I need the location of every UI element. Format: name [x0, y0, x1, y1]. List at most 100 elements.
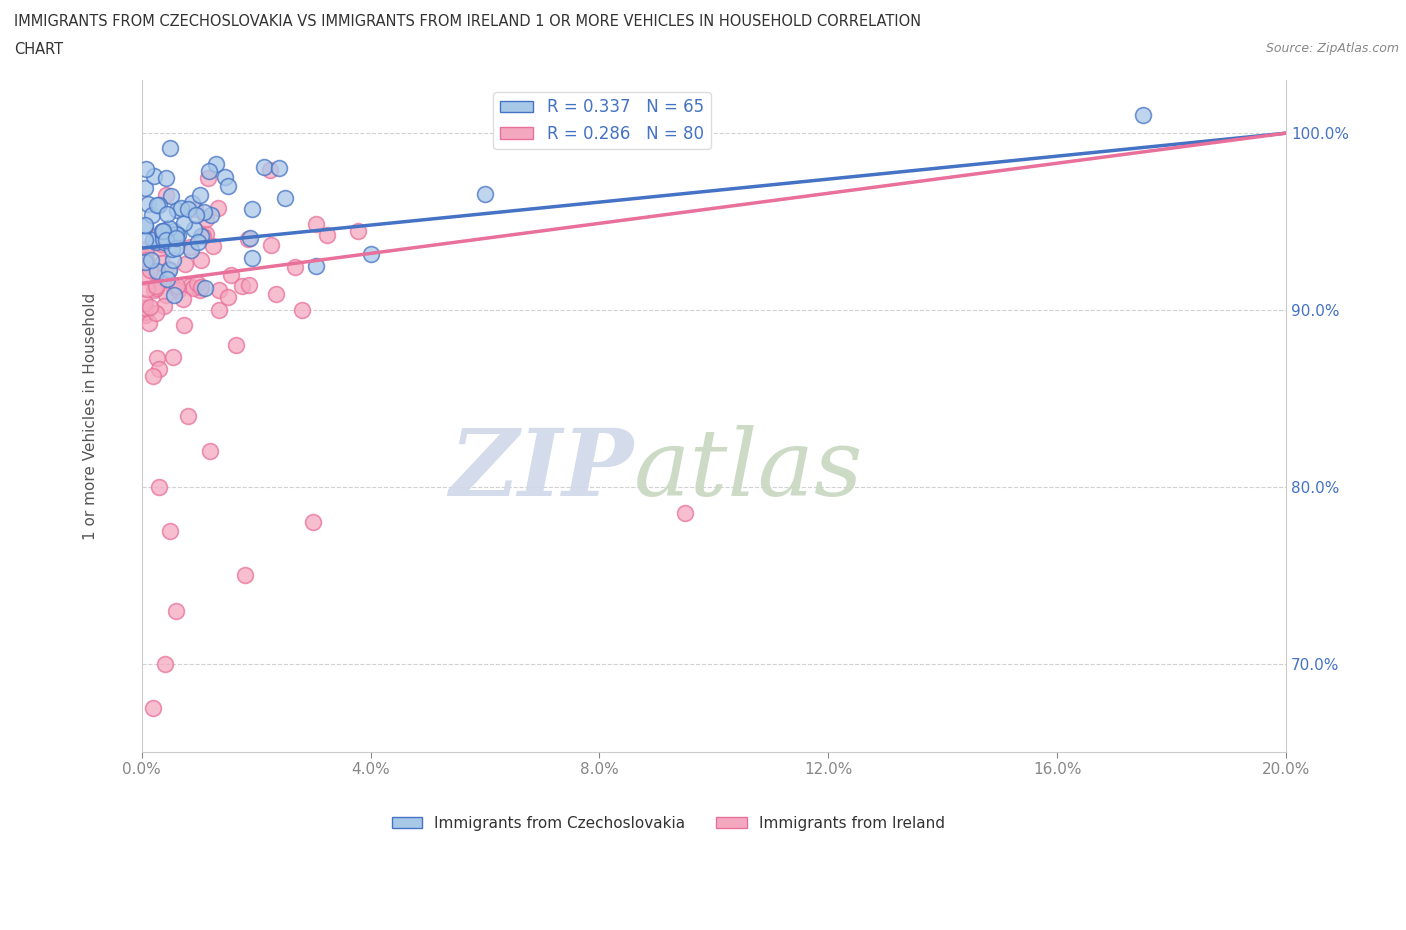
Point — [159, 189, 181, 204]
Point — [165, 231, 187, 246]
Point — [260, 238, 283, 253]
Point — [238, 232, 260, 246]
Point — [142, 700, 165, 715]
Point — [153, 299, 176, 313]
Point — [134, 180, 156, 195]
Point — [134, 246, 156, 261]
Point — [134, 308, 156, 323]
Point — [188, 187, 211, 202]
Point — [197, 171, 219, 186]
Point — [474, 187, 496, 202]
Point — [208, 302, 231, 317]
Point — [194, 226, 217, 241]
Point — [157, 262, 180, 277]
Point — [198, 163, 221, 178]
Point — [138, 196, 160, 211]
Point — [200, 208, 222, 223]
Point — [181, 195, 204, 210]
Point — [145, 281, 167, 296]
Point — [150, 256, 173, 271]
Point — [152, 223, 174, 238]
Point — [165, 240, 187, 255]
Point — [259, 163, 281, 178]
Point — [194, 212, 217, 227]
Point — [150, 224, 173, 239]
Text: CHART: CHART — [14, 42, 63, 57]
Point — [139, 299, 162, 314]
Point — [217, 179, 239, 193]
Point — [142, 232, 165, 247]
Point — [159, 221, 181, 236]
Point — [194, 280, 217, 295]
Point — [231, 279, 253, 294]
Point — [136, 282, 159, 297]
Point — [141, 207, 163, 222]
Point — [240, 250, 263, 265]
Point — [291, 302, 314, 317]
Point — [201, 239, 224, 254]
Point — [145, 306, 167, 321]
Point — [183, 222, 205, 237]
Point — [181, 281, 204, 296]
Point — [152, 228, 174, 243]
Point — [1132, 108, 1154, 123]
Point — [253, 159, 276, 174]
Point — [157, 225, 180, 240]
Point — [205, 156, 228, 171]
Point — [166, 278, 188, 293]
Point — [172, 291, 194, 306]
Point — [267, 160, 290, 175]
Point — [134, 218, 156, 232]
Point — [139, 262, 162, 277]
Point — [155, 170, 177, 185]
Point — [225, 338, 247, 352]
Text: IMMIGRANTS FROM CZECHOSLOVAKIA VS IMMIGRANTS FROM IRELAND 1 OR MORE VEHICLES IN : IMMIGRANTS FROM CZECHOSLOVAKIA VS IMMIGR… — [14, 14, 921, 29]
Point — [240, 202, 263, 217]
Point — [146, 264, 169, 279]
Point — [214, 170, 236, 185]
Point — [135, 253, 157, 268]
Point — [145, 198, 167, 213]
Point — [174, 257, 197, 272]
Point — [138, 316, 160, 331]
Text: Source: ZipAtlas.com: Source: ZipAtlas.com — [1265, 42, 1399, 55]
Point — [264, 286, 287, 301]
Point — [167, 282, 190, 297]
Point — [145, 279, 167, 294]
Point — [146, 351, 169, 365]
Point — [162, 350, 184, 365]
Point — [166, 202, 188, 217]
Point — [200, 444, 222, 458]
Point — [165, 228, 187, 243]
Point — [176, 408, 198, 423]
Point — [159, 524, 181, 538]
Point — [135, 162, 157, 177]
Point — [153, 224, 176, 239]
Point — [190, 279, 212, 294]
Point — [274, 191, 297, 206]
Point — [157, 262, 180, 277]
Point — [135, 242, 157, 257]
Point — [208, 283, 231, 298]
Point — [673, 506, 696, 521]
Point — [134, 300, 156, 315]
Text: atlas: atlas — [634, 425, 863, 515]
Point — [316, 227, 339, 242]
Point — [145, 233, 167, 248]
Point — [134, 305, 156, 320]
Text: 1 or more Vehicles in Household: 1 or more Vehicles in Household — [83, 292, 98, 539]
Point — [165, 227, 187, 242]
Point — [148, 362, 170, 377]
Point — [170, 200, 193, 215]
Point — [134, 270, 156, 285]
Point — [167, 227, 190, 242]
Point — [284, 259, 307, 274]
Point — [142, 168, 165, 183]
Point — [173, 216, 195, 231]
Point — [305, 259, 328, 273]
Point — [238, 277, 260, 292]
Point — [191, 229, 214, 244]
Point — [153, 657, 176, 671]
Point — [155, 287, 177, 302]
Point — [190, 282, 212, 297]
